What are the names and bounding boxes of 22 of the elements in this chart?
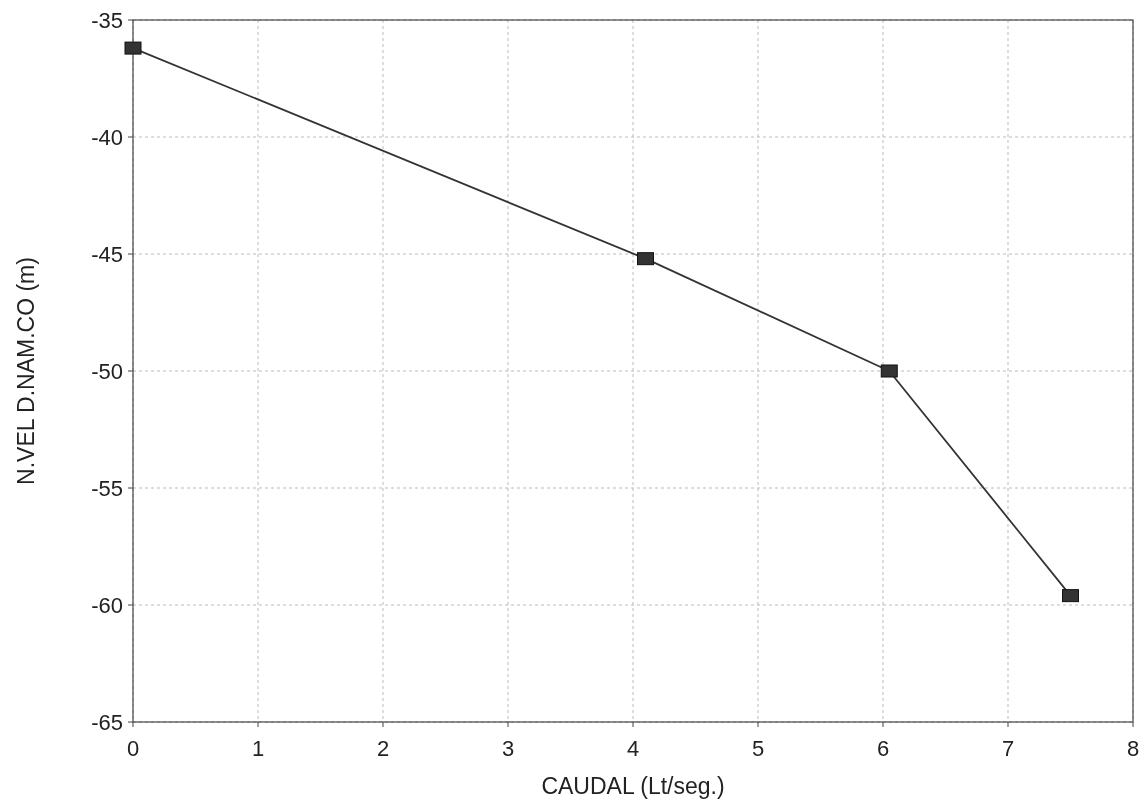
x-tick-label: 0 <box>126 736 140 761</box>
y-tick-label: -65 <box>91 709 123 735</box>
y-tick-label: -60 <box>91 592 123 618</box>
x-tick-label: 4 <box>626 736 640 761</box>
y-tick-label: -55 <box>91 475 123 501</box>
point <box>880 364 898 378</box>
y-tick-label: -40 <box>91 124 123 150</box>
y-tick-label: -35 <box>91 7 123 33</box>
y-tick-label: -45 <box>91 241 123 267</box>
x-tick-label: 6 <box>876 736 890 761</box>
y-tick-label: -50 <box>91 358 123 384</box>
y-axis-title: N.VEL D.NAM.CO (m) <box>13 257 39 485</box>
point <box>124 41 142 55</box>
x-tick-label: 8 <box>1126 736 1140 761</box>
x-tick-label: 5 <box>751 736 765 761</box>
x-tick-label: 3 <box>501 736 515 761</box>
x-tick-label: 7 <box>1001 736 1015 761</box>
x-tick-label: 2 <box>376 736 390 761</box>
x-tick-label: 1 <box>251 736 265 761</box>
point <box>1062 589 1079 603</box>
x-axis-title: CAUDAL (Lt/seg.) <box>541 773 725 799</box>
point <box>637 252 654 266</box>
